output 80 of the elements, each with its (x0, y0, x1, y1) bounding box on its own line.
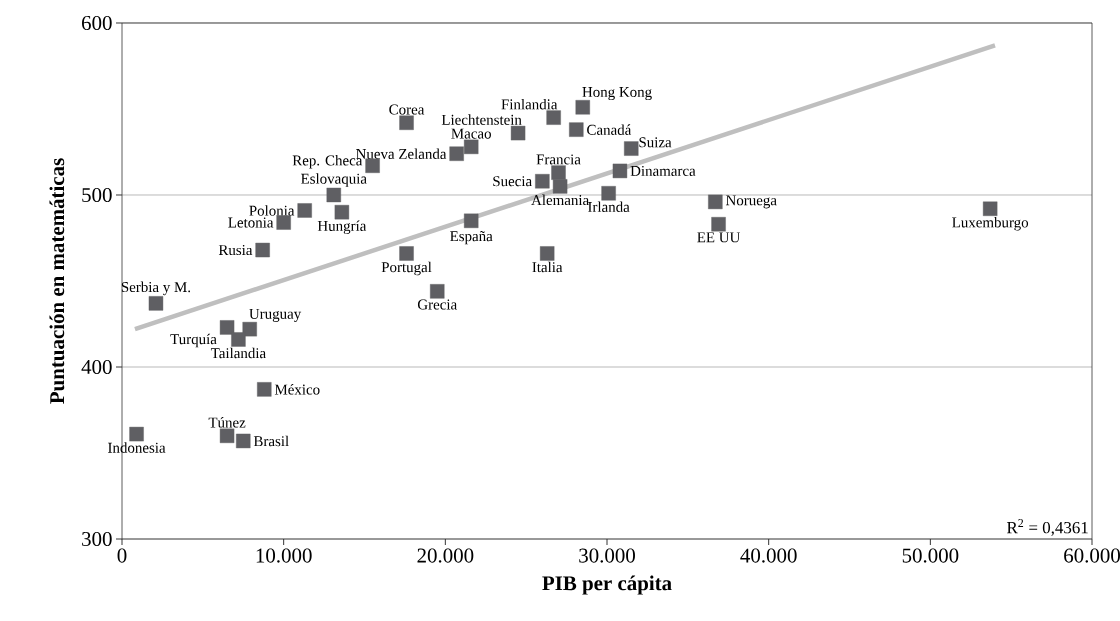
annotation: Italia (532, 261, 563, 273)
annotation: Liechtenstein (441, 114, 522, 125)
point (449, 146, 464, 161)
point (129, 426, 144, 442)
point (708, 194, 723, 210)
point (219, 428, 235, 443)
x-tick-label: 20.000 (417, 548, 474, 563)
annotation: Luxemburgo (952, 216, 1029, 231)
point (276, 215, 291, 230)
annotation: EE UU (697, 232, 741, 243)
annotation: Portugal (381, 261, 432, 276)
point (236, 433, 251, 449)
annotation: Suiza (639, 137, 672, 148)
point (569, 122, 584, 137)
annotation: Túnez (208, 417, 246, 428)
annotation: Rusia (218, 245, 253, 256)
point (535, 174, 550, 189)
annotation: México (274, 384, 320, 395)
point (334, 205, 350, 220)
point (430, 284, 445, 299)
point (539, 246, 555, 261)
point (612, 163, 628, 179)
annotation: Serbia y M. (121, 281, 191, 296)
y-tick-label: 300 (82, 531, 112, 547)
y-axis-title: Puntuación en matemáticas (49, 158, 65, 404)
annotation: Polonia (249, 205, 295, 216)
annotation: Turquía (170, 333, 217, 348)
annotation: Francia (536, 154, 581, 165)
point (711, 217, 726, 232)
x-tick-label: 40.000 (740, 548, 797, 563)
y-tick-label: 600 (82, 15, 112, 31)
x-tick-label: 30.000 (579, 548, 635, 563)
point (255, 242, 270, 258)
point (399, 115, 414, 130)
point (231, 332, 246, 347)
point (326, 187, 341, 203)
point (546, 110, 561, 125)
annotation: Noruega (725, 195, 777, 209)
x-tick-label: 50.000 (902, 548, 959, 563)
annotation: Hungría (317, 220, 367, 235)
y-tick-label: 500 (82, 187, 112, 203)
point (464, 213, 479, 228)
annotation: Grecia (417, 299, 457, 310)
point (399, 246, 414, 261)
point (601, 186, 616, 201)
point (148, 296, 164, 311)
annotation: Eslovaquia (301, 173, 367, 187)
annotation: Irlanda (588, 201, 630, 212)
point (242, 321, 257, 337)
point (297, 203, 312, 218)
point (464, 139, 479, 155)
annotation: Corea (389, 104, 425, 115)
point (624, 141, 639, 156)
annotation: Letonia (228, 217, 274, 228)
point (257, 382, 272, 397)
x-tick-label: 60.000 (1064, 548, 1120, 563)
point (365, 158, 380, 173)
annotation: Indonesia (108, 442, 166, 453)
annotation: Macao (451, 128, 491, 139)
annotation: Brasil (253, 435, 289, 447)
point (552, 179, 568, 194)
annotation: Tailandia (210, 347, 266, 359)
point (982, 201, 998, 216)
point (510, 125, 526, 141)
annotation: R$^{2}$ = 0,4361 (1006, 519, 1088, 536)
y-tick-label: 400 (81, 359, 112, 375)
annotation: Finlandia (501, 98, 558, 110)
annotation: Alemania (531, 194, 589, 206)
annotation: Hong Kong (582, 87, 652, 101)
annotation: Suecia (493, 176, 532, 187)
point (219, 320, 235, 335)
x-tick-label: 10.000 (256, 548, 312, 563)
point (575, 100, 590, 115)
annotation: Canadá (587, 124, 632, 135)
point (551, 165, 566, 180)
x-axis-title: PIB per cápita (542, 575, 672, 595)
x-tick-label: 0 (117, 548, 127, 563)
annotation: Dinamarca (630, 165, 696, 176)
annotation: España (450, 231, 493, 245)
annotation: Uruguay (249, 308, 302, 322)
